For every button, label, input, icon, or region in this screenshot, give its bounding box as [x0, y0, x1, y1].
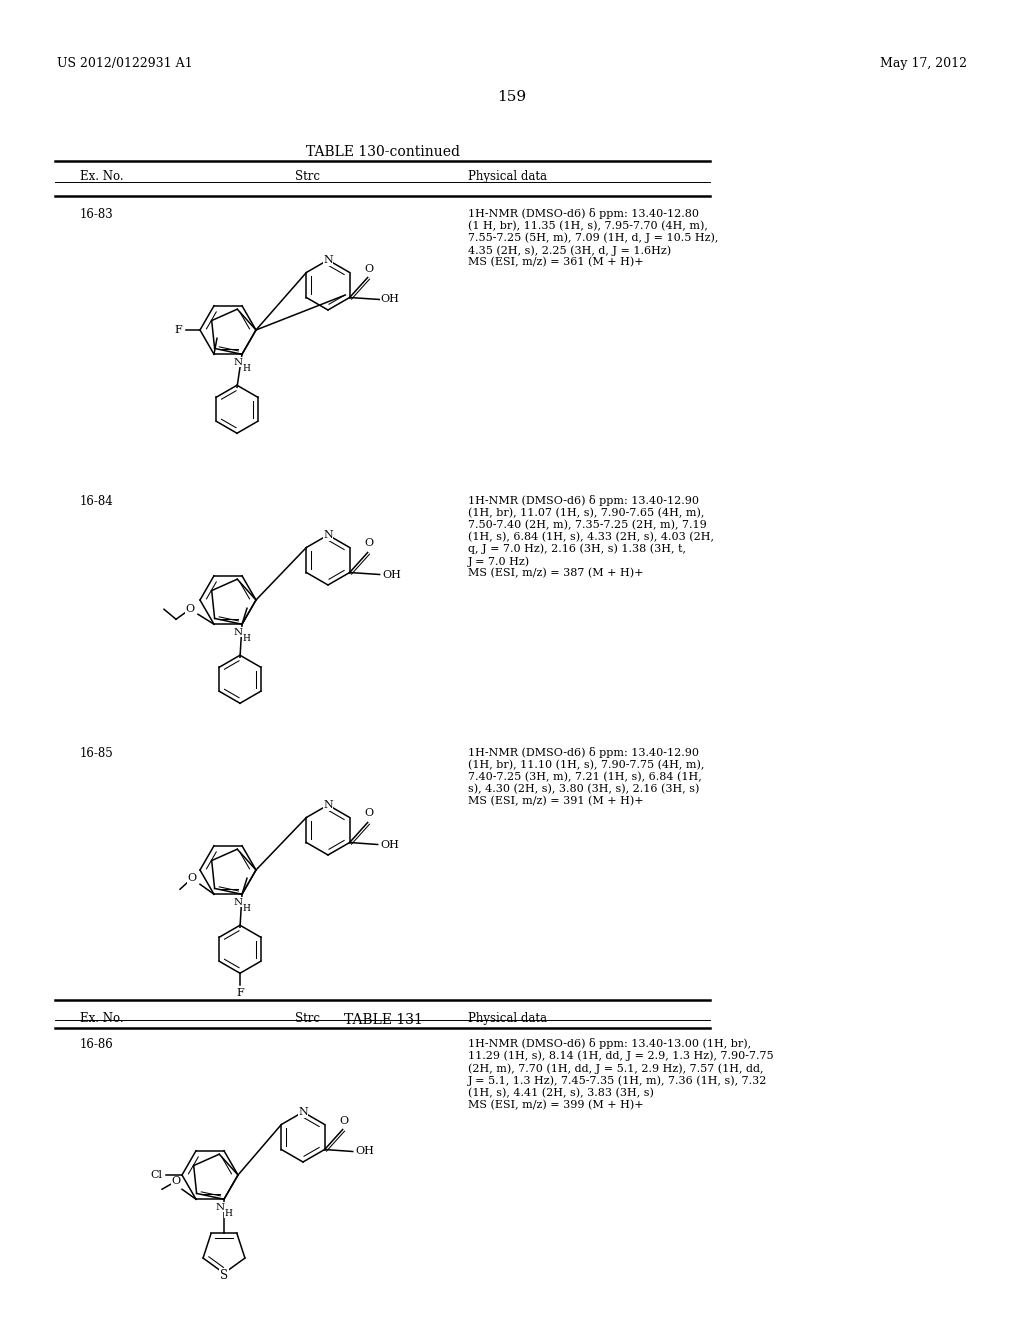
- Text: N: N: [233, 898, 243, 907]
- Text: Strc: Strc: [295, 1012, 319, 1026]
- Text: F: F: [174, 325, 182, 335]
- Text: N: N: [324, 255, 333, 265]
- Text: S: S: [220, 1269, 228, 1282]
- Text: F: F: [237, 989, 244, 998]
- Text: OH: OH: [380, 294, 399, 305]
- Text: N: N: [324, 800, 333, 810]
- Text: N: N: [215, 1203, 224, 1212]
- Text: May 17, 2012: May 17, 2012: [880, 57, 967, 70]
- Text: Cl: Cl: [150, 1170, 162, 1180]
- Text: N: N: [298, 1107, 308, 1117]
- Text: US 2012/0122931 A1: US 2012/0122931 A1: [57, 57, 193, 70]
- Text: 16-84: 16-84: [80, 495, 114, 508]
- Text: 1H-NMR (DMSO-d6) δ ppm: 13.40-13.00 (1H, br),
11.29 (1H, s), 8.14 (1H, dd, J = 2: 1H-NMR (DMSO-d6) δ ppm: 13.40-13.00 (1H,…: [468, 1038, 773, 1110]
- Text: 159: 159: [498, 90, 526, 104]
- Text: Physical data: Physical data: [468, 170, 547, 183]
- Text: 1H-NMR (DMSO-d6) δ ppm: 13.40-12.80
(1 H, br), 11.35 (1H, s), 7.95-7.70 (4H, m),: 1H-NMR (DMSO-d6) δ ppm: 13.40-12.80 (1 H…: [468, 209, 719, 268]
- Text: TABLE 130-continued: TABLE 130-continued: [306, 145, 460, 158]
- Text: 1H-NMR (DMSO-d6) δ ppm: 13.40-12.90
(1H, br), 11.10 (1H, s), 7.90-7.75 (4H, m),
: 1H-NMR (DMSO-d6) δ ppm: 13.40-12.90 (1H,…: [468, 747, 705, 807]
- Text: O: O: [185, 605, 195, 614]
- Text: H: H: [242, 364, 250, 372]
- Text: N: N: [233, 628, 243, 636]
- Text: O: O: [339, 1115, 348, 1126]
- Text: 16-83: 16-83: [80, 209, 114, 220]
- Text: H: H: [224, 1209, 232, 1218]
- Text: OH: OH: [380, 840, 399, 850]
- Text: OH: OH: [355, 1147, 374, 1156]
- Text: H: H: [242, 904, 250, 912]
- Text: O: O: [187, 874, 197, 883]
- Text: O: O: [365, 808, 373, 818]
- Text: O: O: [365, 264, 373, 273]
- Text: TABLE 131: TABLE 131: [344, 1012, 423, 1027]
- Text: Physical data: Physical data: [468, 1012, 547, 1026]
- Text: Strc: Strc: [295, 170, 319, 183]
- Text: O: O: [171, 1176, 180, 1187]
- Text: Ex. No.: Ex. No.: [80, 170, 124, 183]
- Text: N: N: [324, 531, 333, 540]
- Text: 16-85: 16-85: [80, 747, 114, 760]
- Text: 16-86: 16-86: [80, 1038, 114, 1051]
- Text: H: H: [242, 634, 250, 643]
- Text: Ex. No.: Ex. No.: [80, 1012, 124, 1026]
- Text: O: O: [365, 539, 373, 549]
- Text: 1H-NMR (DMSO-d6) δ ppm: 13.40-12.90
(1H, br), 11.07 (1H, s), 7.90-7.65 (4H, m),
: 1H-NMR (DMSO-d6) δ ppm: 13.40-12.90 (1H,…: [468, 495, 714, 578]
- Text: OH: OH: [382, 569, 401, 579]
- Text: N: N: [233, 358, 243, 367]
